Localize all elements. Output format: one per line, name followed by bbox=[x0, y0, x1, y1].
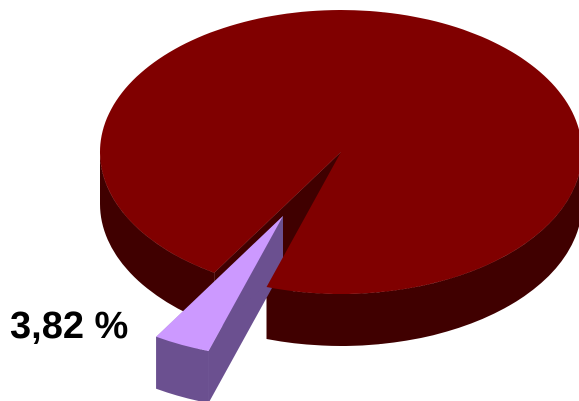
slice-label: 3,82 % bbox=[10, 305, 128, 347]
slice-0-outer-wall-0 bbox=[99, 152, 215, 325]
slice-0-top bbox=[99, 10, 579, 294]
pie-tops bbox=[99, 10, 579, 352]
slice-1-outer-wall-0 bbox=[156, 336, 209, 401]
slice-0-outer-wall-1 bbox=[266, 174, 579, 346]
slice-1-top bbox=[156, 216, 283, 352]
